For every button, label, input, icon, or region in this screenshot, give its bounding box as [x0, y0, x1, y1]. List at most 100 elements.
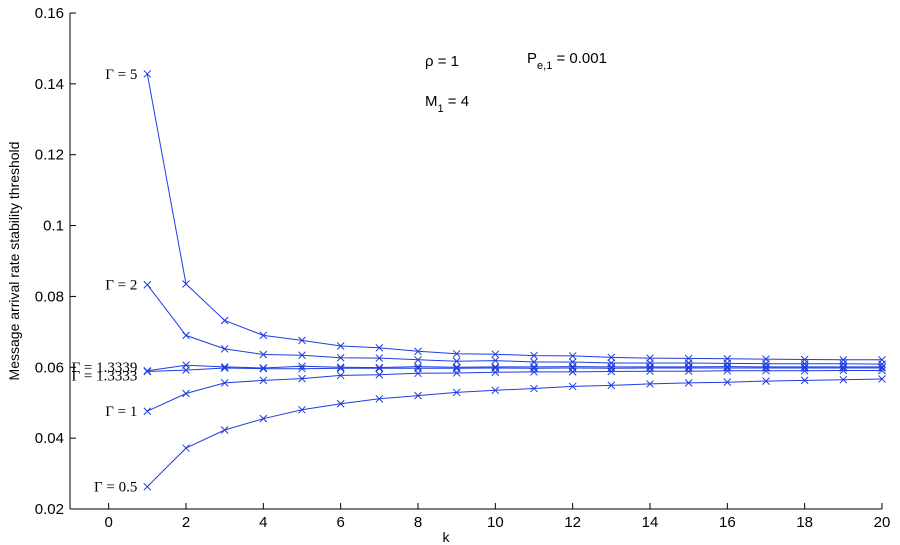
data-point-marker	[414, 347, 422, 356]
y-tick-label: 0.16	[35, 5, 64, 22]
data-point-marker	[375, 394, 384, 403]
x-tick-label: 20	[874, 514, 891, 531]
y-tick-label: 0.04	[35, 430, 64, 447]
axes	[69, 13, 882, 510]
x-tick-label: 8	[414, 514, 422, 531]
x-axis-label: k	[443, 529, 451, 545]
series-line	[147, 370, 882, 412]
x-tick-label: 18	[796, 514, 813, 531]
data-point-marker	[143, 70, 152, 78]
data-point-marker	[800, 363, 809, 371]
data-point-marker	[220, 364, 229, 372]
data-point-marker	[839, 375, 848, 384]
data-point-marker	[259, 376, 268, 385]
series-label: Γ = 5	[105, 67, 137, 83]
annotation-pe-main: P	[527, 50, 537, 67]
data-point-marker	[878, 363, 886, 371]
data-point-marker	[336, 353, 345, 362]
data-point-marker	[414, 369, 422, 378]
data-point-marker	[491, 356, 500, 365]
y-tick-label: 0.1	[43, 218, 64, 235]
data-point-marker	[491, 386, 500, 395]
series-line	[146, 378, 883, 488]
series-line	[146, 73, 882, 361]
data-point-marker	[182, 280, 190, 288]
data-point-marker	[452, 363, 461, 372]
data-point-marker	[336, 364, 345, 373]
data-point-marker	[607, 353, 616, 362]
data-point-marker	[220, 426, 229, 434]
data-point-marker	[220, 379, 229, 387]
data-point-marker	[336, 363, 345, 372]
data-point-marker	[375, 363, 384, 372]
data-point-marker	[491, 350, 500, 359]
data-point-marker	[143, 367, 152, 376]
annotation-m-sub: 1	[438, 103, 444, 115]
series-5	[143, 366, 886, 416]
series-1	[143, 70, 886, 364]
series-label: Γ = 1.3333	[71, 369, 137, 385]
series-line	[147, 364, 882, 372]
annotation-m-value: = 4	[444, 93, 469, 110]
data-point-marker	[878, 366, 886, 375]
data-point-marker	[220, 363, 229, 371]
data-point-marker	[259, 364, 268, 373]
y-tick-label: 0.06	[35, 359, 64, 376]
x-tick-label: 16	[719, 514, 736, 531]
data-point-marker	[684, 379, 693, 387]
series-4	[143, 364, 886, 376]
annotation-m1: M1 = 4	[425, 93, 469, 115]
data-point-marker	[298, 364, 306, 373]
series-label: Γ = 1	[105, 404, 137, 420]
series-label: Γ = 0.5	[94, 480, 137, 496]
series-line	[146, 284, 883, 365]
data-point-marker	[762, 366, 770, 375]
data-point-marker	[800, 366, 809, 375]
data-point-marker	[414, 355, 422, 364]
data-point-marker	[336, 342, 345, 350]
data-point-marker	[684, 367, 693, 376]
data-point-marker	[607, 364, 616, 373]
data-point-marker	[259, 331, 268, 340]
data-point-marker	[298, 351, 306, 360]
series-label: Γ = 2	[105, 278, 137, 294]
series-line	[147, 367, 882, 372]
data-point-marker	[646, 380, 654, 388]
data-point-marker	[723, 366, 732, 375]
data-point-marker	[530, 364, 538, 373]
data-point-marker	[607, 367, 616, 376]
y-tick-label: 0.14	[35, 76, 64, 93]
x-tick-label: 2	[182, 514, 190, 531]
data-point-marker	[143, 280, 152, 289]
series-label: Γ = 1.3339	[71, 360, 137, 376]
data-point-marker	[182, 331, 190, 340]
data-point-marker	[684, 364, 693, 372]
data-point-marker	[143, 482, 152, 491]
data-point-marker	[414, 362, 422, 371]
data-point-marker	[530, 384, 538, 393]
annotation-pe: Pe,1 = 0.001	[527, 50, 607, 72]
data-point-marker	[491, 368, 500, 377]
y-ticks: 0.02 0.04 0.06 0.08 0.1 0.12 0.14 0.16	[35, 5, 76, 518]
data-point-marker	[259, 364, 268, 372]
y-tick-label: 0.08	[35, 288, 64, 305]
data-point-marker	[375, 364, 384, 373]
data-point-marker	[646, 367, 654, 376]
y-axis-label: Message arrival rate stability threshold	[6, 142, 22, 381]
x-tick-label: 10	[487, 514, 504, 531]
data-point-marker	[800, 376, 809, 385]
data-point-marker	[646, 364, 654, 372]
annotation-group: ρ = 1 Pe,1 = 0.001 M1 = 4	[425, 50, 607, 115]
data-point-marker	[723, 378, 732, 387]
x-tick-label: 0	[104, 514, 112, 531]
data-point-marker	[143, 407, 152, 416]
data-point-marker	[414, 391, 422, 400]
x-ticks: 0 2 4 6 8 10 12 14 16 18 20	[104, 503, 890, 531]
annotation-pe-value: = 0.001	[552, 50, 607, 67]
data-point-marker	[568, 368, 577, 376]
data-point-marker	[762, 363, 770, 371]
data-point-marker	[452, 357, 461, 366]
data-point-marker	[452, 388, 461, 397]
